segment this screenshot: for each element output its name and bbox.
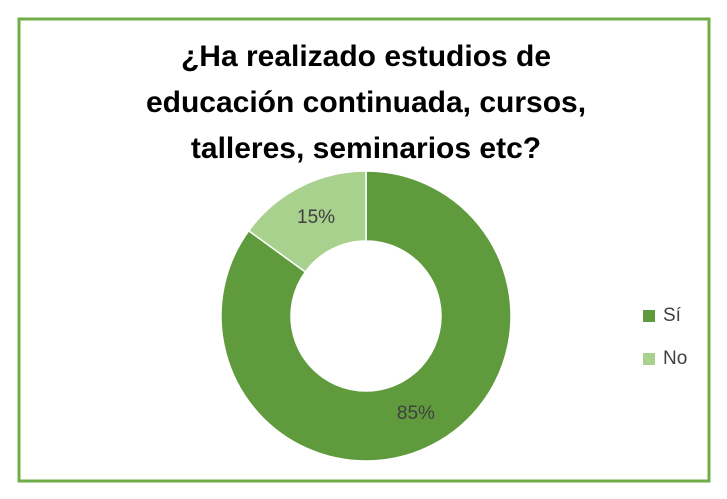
- donut-slice: [247, 170, 367, 273]
- data-label: 15%: [297, 207, 335, 228]
- chart-title: ¿Ha realizado estudios de: [181, 40, 551, 73]
- legend-swatch: [643, 353, 655, 365]
- legend-swatch: [643, 310, 655, 322]
- legend-label: Sí: [663, 305, 682, 326]
- chart-title: educación continuada, cursos,: [146, 86, 586, 119]
- chart-title: talleres, seminarios etc?: [191, 132, 541, 165]
- legend-label: No: [663, 348, 687, 369]
- data-label: 85%: [397, 403, 435, 424]
- donut-slice: [220, 170, 512, 462]
